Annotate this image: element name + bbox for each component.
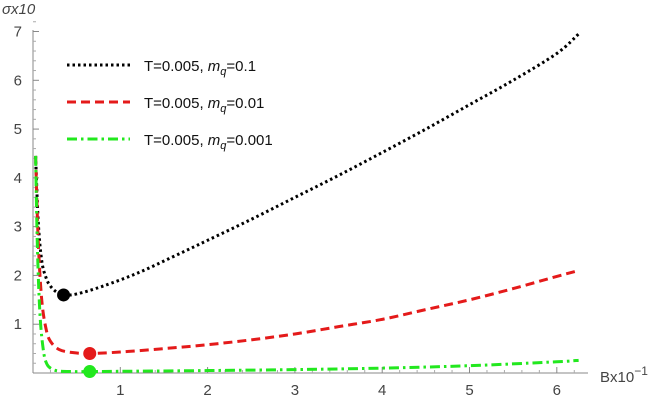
series-line-2 (34, 155, 579, 374)
series-layer (34, 32, 580, 374)
ticks: 1 2 3 4 5 6 1 2 3 4 5 6 7 (14, 21, 575, 399)
legend: T=0.005, mq=0.1 T=0.005, mq=0.01 T=0.005… (67, 58, 273, 152)
x-tick-label-2: 3 (291, 382, 299, 399)
x-tick-label-4: 5 (465, 382, 473, 399)
axes (32, 30, 588, 374)
series-marker-0 (57, 288, 71, 302)
y-tick-label-3: 4 (14, 170, 22, 187)
x-axis-label: Bx10−1 (600, 364, 648, 386)
y-tick-label-5: 6 (14, 72, 22, 89)
y-tick-label-0: 1 (14, 316, 22, 333)
legend-entry-1: T=0.005, mq=0.01 (67, 95, 264, 115)
series-line-0 (34, 32, 580, 297)
y-axis-label: σx10 (2, 1, 36, 18)
x-axis-label-base: Bx10 (600, 369, 634, 386)
series-line-1 (34, 155, 580, 355)
x-tick-label-3: 4 (378, 382, 386, 399)
y-tick-label-4: 5 (14, 121, 22, 138)
legend-label-2: T=0.005, mq=0.001 (144, 132, 273, 152)
x-tick-label-5: 6 (553, 382, 561, 399)
y-tick-label-1: 2 (14, 267, 22, 284)
markers-layer (57, 288, 97, 379)
legend-label-1: T=0.005, mq=0.01 (144, 95, 264, 115)
y-tick-label-6: 7 (14, 24, 22, 41)
y-tick-label-2: 3 (14, 219, 22, 236)
series-marker-1 (83, 346, 97, 360)
series-marker-2 (83, 365, 97, 379)
x-tick-label-0: 1 (116, 382, 124, 399)
x-tick-label-1: 2 (203, 382, 211, 399)
legend-entry-0: T=0.005, mq=0.1 (67, 58, 256, 78)
legend-entry-2: T=0.005, mq=0.001 (67, 132, 273, 152)
x-axis-label-exponent: −1 (634, 364, 648, 378)
legend-label-0: T=0.005, mq=0.1 (144, 58, 256, 78)
